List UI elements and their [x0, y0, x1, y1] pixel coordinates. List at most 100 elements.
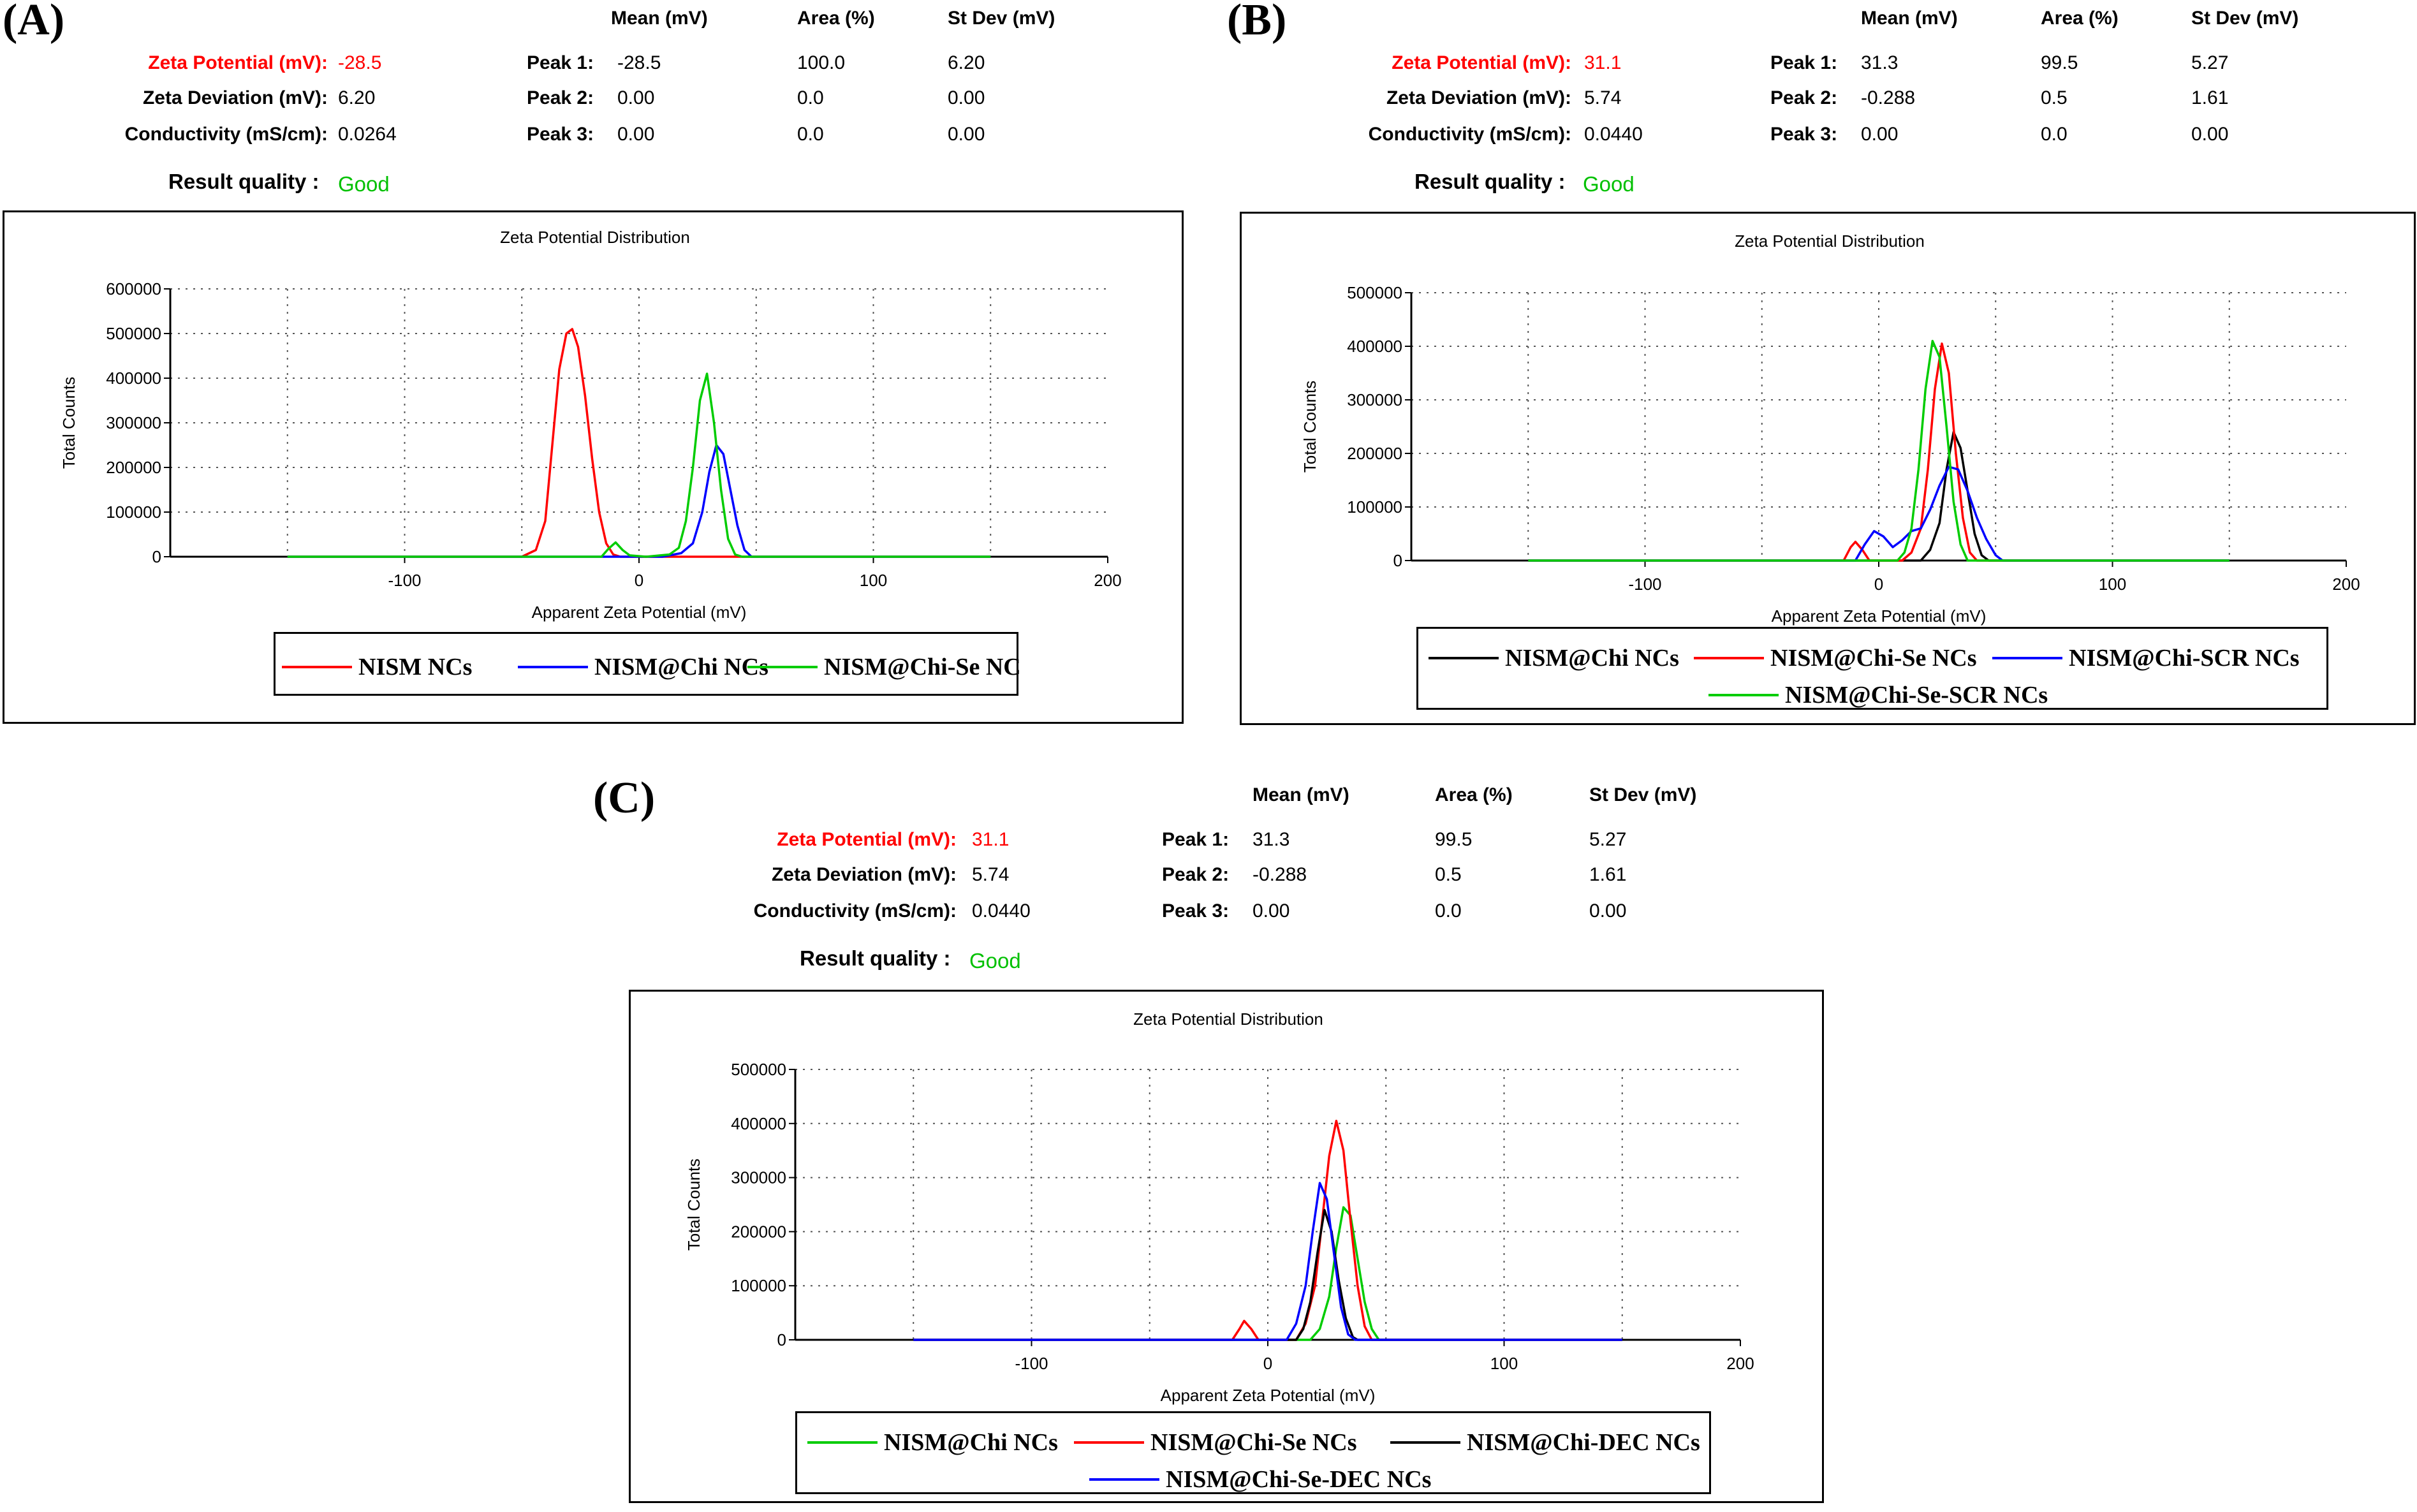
panel-label: (C)	[593, 774, 656, 823]
stdev-header: St Dev (mV)	[1589, 784, 1697, 805]
conductivity-label: Conductivity (mS/cm):	[124, 124, 328, 145]
chart-title: Zeta Potential Distribution	[500, 228, 690, 247]
area-header: Area (%)	[2041, 8, 2119, 29]
peak-1-area: 99.5	[2041, 52, 2078, 73]
peak-3-area: 0.0	[1435, 900, 1462, 921]
x-tick-label: -100	[388, 571, 421, 590]
y-axis-label: Total Counts	[1300, 381, 1319, 473]
area-header: Area (%)	[1435, 784, 1513, 805]
y-tick-label: 0	[1393, 551, 1402, 570]
chart-title: Zeta Potential Distribution	[1735, 231, 1925, 251]
legend-entry: NISM@Chi-Se NCs	[1770, 645, 1977, 672]
peak-3-area: 0.0	[2041, 124, 2068, 145]
y-tick-label: 400000	[1347, 337, 1402, 356]
x-tick-label: 0	[1263, 1354, 1272, 1373]
series-line-2	[287, 444, 991, 558]
area-header: Area (%)	[797, 8, 875, 29]
legend-entry: NISM@Chi-Se-SCR NCs	[1785, 682, 2048, 708]
peak-2-mean: -0.288	[1861, 87, 1916, 108]
zeta-deviation-label: Zeta Deviation (mV):	[142, 87, 328, 108]
stdev-header: St Dev (mV)	[2191, 8, 2299, 29]
y-tick-label: 500000	[1347, 283, 1402, 302]
y-tick-label: 500000	[106, 324, 161, 343]
y-tick-label: 200000	[731, 1222, 786, 1241]
chart-b: Zeta Potential Distribution 0 100000 200000…	[1300, 231, 2360, 626]
stdev-header: St Dev (mV)	[948, 8, 1055, 29]
y-tick-label: 400000	[731, 1114, 786, 1133]
y-tick-label: 300000	[106, 413, 161, 432]
y-tick-label: 100000	[731, 1276, 786, 1295]
conductivity-value: 0.0440	[972, 900, 1031, 921]
peak-3-stdev: 0.00	[2191, 124, 2229, 145]
x-tick-label: 200	[1094, 571, 1121, 590]
peak-2-stdev: 0.00	[948, 87, 985, 108]
y-tick-label: 500000	[731, 1060, 786, 1079]
x-tick-label: -100	[1015, 1354, 1048, 1373]
peak-1-stdev: 5.27	[2191, 52, 2229, 73]
mean-header: Mean (mV)	[1253, 784, 1349, 805]
conductivity-value: 0.0440	[1584, 124, 1643, 145]
x-tick-label: 100	[2099, 575, 2126, 594]
peak-3-label: Peak 3:	[1770, 124, 1838, 145]
zeta-deviation-label: Zeta Deviation (mV):	[771, 864, 957, 885]
conductivity-label: Conductivity (mS/cm):	[753, 900, 957, 921]
peak-3-label: Peak 3:	[1162, 900, 1230, 921]
peak-2-area: 0.0	[797, 87, 824, 108]
mean-header: Mean (mV)	[611, 8, 708, 29]
zeta-potential-value: 31.1	[972, 829, 1010, 850]
series-line-1	[1528, 430, 2230, 562]
legend-entry: NISM@Chi-Se-DEC NCs	[1166, 1466, 1431, 1493]
result-quality-value: Good	[338, 172, 390, 196]
series-line-1	[913, 1206, 1622, 1341]
y-tick-label: 100000	[106, 503, 161, 522]
x-tick-label: -100	[1628, 575, 1661, 594]
zeta-deviation-value: 6.20	[338, 87, 376, 108]
panel-label: (A)	[3, 0, 65, 45]
peak-1-area: 99.5	[1435, 829, 1473, 850]
x-tick-label: 200	[2332, 575, 2360, 594]
series-line-3	[287, 372, 991, 558]
x-axis-label: Apparent Zeta Potential (mV)	[1161, 1386, 1376, 1405]
peak-2-label: Peak 2:	[1770, 87, 1838, 108]
legend-entry: NISM@Chi-Se NCs	[1150, 1429, 1357, 1456]
y-axis-label: Total Counts	[684, 1159, 703, 1251]
x-tick-label: 0	[1874, 575, 1883, 594]
chart-frame-a: Zeta Potential Distribution 0 100000 200000…	[3, 210, 1184, 724]
x-axis-label: Apparent Zeta Potential (mV)	[532, 603, 747, 622]
legend-entry: NISM@Chi-SCR NCs	[2069, 645, 2300, 672]
conductivity-label: Conductivity (mS/cm):	[1368, 124, 1571, 145]
peak-3-mean: 0.00	[617, 124, 655, 145]
x-axis-label: Apparent Zeta Potential (mV)	[1772, 606, 1987, 626]
peak-3-mean: 0.00	[1253, 900, 1290, 921]
legend-entry: NISM@Chi-Se NCs	[824, 654, 1020, 680]
peak-2-label: Peak 2:	[1162, 864, 1230, 885]
y-tick-label: 200000	[1347, 444, 1402, 463]
result-quality-value: Good	[969, 949, 1021, 973]
result-quality-label: Result quality :	[800, 946, 951, 970]
chart-frame-c: Zeta Potential Distribution 0 100000 200000…	[629, 990, 1824, 1503]
peak-1-area: 100.0	[797, 52, 846, 73]
result-quality-label: Result quality :	[168, 170, 320, 193]
y-tick-label: 0	[777, 1330, 786, 1349]
zeta-deviation-label: Zeta Deviation (mV):	[1386, 87, 1571, 108]
peak-1-label: Peak 1:	[1162, 829, 1230, 850]
peak-2-stdev: 1.61	[1589, 864, 1627, 885]
peak-2-label: Peak 2:	[527, 87, 594, 108]
peak-2-stdev: 1.61	[2191, 87, 2229, 108]
legend-a: NISM NCs NISM@Chi NCs NISM@Chi-Se NCs	[274, 632, 1020, 696]
y-tick-label: 300000	[731, 1168, 786, 1187]
mean-header: Mean (mV)	[1861, 8, 1958, 29]
legend-entry: NISM NCs	[358, 654, 472, 680]
y-tick-label: 600000	[106, 279, 161, 298]
y-tick-label: 300000	[1347, 390, 1402, 409]
chart-title: Zeta Potential Distribution	[1133, 1009, 1323, 1029]
legend-entry: NISM@Chi NCs	[594, 654, 768, 680]
y-tick-label: 200000	[106, 458, 161, 477]
legend-entry: NISM@Chi NCs	[884, 1429, 1058, 1456]
legend-entry: NISM@Chi NCs	[1505, 645, 1679, 672]
result-quality-label: Result quality :	[1414, 170, 1566, 193]
peak-3-mean: 0.00	[1861, 124, 1899, 145]
peak-1-label: Peak 1:	[527, 52, 594, 73]
series-line-4	[913, 1182, 1622, 1341]
series-line-3	[1528, 466, 2230, 562]
